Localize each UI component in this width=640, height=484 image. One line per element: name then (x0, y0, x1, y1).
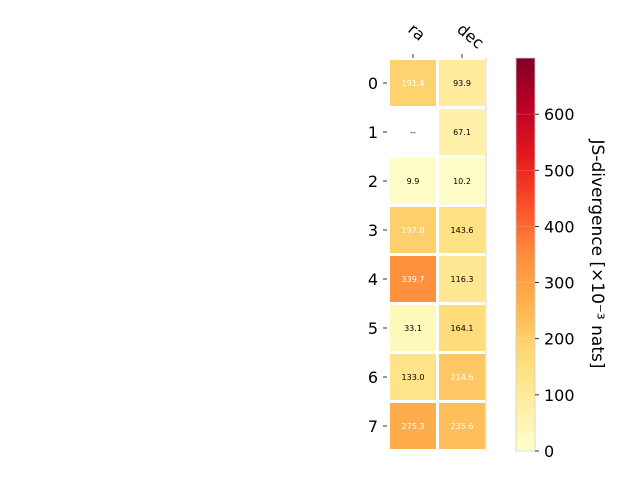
row-label-7: 7 (368, 417, 378, 436)
heatmap-cell-3-dec (439, 207, 485, 253)
row-label-2: 2 (368, 172, 378, 191)
column-label-dec: dec (453, 20, 487, 53)
cell-label-4-ra: 339.7 (402, 275, 425, 284)
cell-label-6-dec: 214.6 (451, 373, 474, 382)
row-label-4: 4 (368, 270, 378, 289)
row-label-5: 5 (368, 319, 378, 338)
colorbar-frame (515, 57, 536, 452)
heatmap-cell-4-ra (390, 256, 436, 302)
heatmap-cell-6-dec (439, 354, 485, 400)
colorbar-gradient (516, 58, 535, 451)
heatmap-cell-4-dec (439, 256, 485, 302)
column-labels: ra dec (404, 20, 488, 58)
heatmap-cell-1-dec (439, 109, 485, 155)
colorbar-tick-label-200: 200 (544, 330, 575, 349)
colorbar-label: JS-divergence [×10⁻³ nats] (587, 139, 607, 369)
colorbar-ticks: 0 100 200 300 400 500 600 (516, 105, 575, 461)
cell-label-1-dec: 67.1 (453, 128, 471, 137)
heatmap-cell-2-dec (439, 158, 485, 204)
cell-label-5-dec: 164.1 (451, 324, 474, 333)
row-label-6: 6 (368, 368, 378, 387)
cell-label-0-dec: 93.9 (453, 79, 471, 88)
column-label-ra: ra (404, 20, 429, 45)
cell-label-4-dec: 116.3 (451, 275, 474, 284)
heatmap-cell-5-ra (390, 305, 436, 351)
cell-label-6-ra: 133.0 (402, 373, 425, 382)
colorbar-tick-label-300: 300 (544, 274, 575, 293)
heatmap-cell-0-dec (439, 60, 485, 106)
cell-label-7-dec: 235.6 (451, 422, 474, 431)
cell-label-2-ra: 9.9 (407, 177, 420, 186)
heatmap-cell-7-ra (390, 403, 436, 449)
cell-label-2-dec: 10.2 (453, 177, 471, 186)
colorbar-tick-label-100: 100 (544, 386, 575, 405)
colorbar-tick-label-0: 0 (544, 442, 554, 461)
cell-label-7-ra: 275.3 (402, 422, 425, 431)
cell-label-3-dec: 143.6 (451, 226, 474, 235)
row-label-1: 1 (368, 123, 378, 142)
cell-label-1-ra: -- (410, 128, 416, 137)
heatmap-cell-5-dec (439, 305, 485, 351)
heatmap-cells: 191.4 93.9 -- 67.1 9.9 10.2 197.0 143.6 339.7 116… (390, 58, 487, 451)
row-label-0: 0 (368, 74, 378, 93)
heatmap-cell-3-ra (390, 207, 436, 253)
colorbar-tick-label-400: 400 (544, 217, 575, 236)
cell-label-5-ra: 33.1 (404, 324, 422, 333)
heatmap-cell-2-ra (390, 158, 436, 204)
row-label-3: 3 (368, 221, 378, 240)
heatmap-cell-0-ra (390, 60, 436, 106)
heatmap-cell-7-dec (439, 403, 485, 449)
colorbar-tick-label-500: 500 (544, 161, 575, 180)
cell-label-3-ra: 197.0 (402, 226, 425, 235)
heatmap-cell-6-ra (390, 354, 436, 400)
colorbar-tick-label-600: 600 (544, 105, 575, 124)
colorbar: 0 100 200 300 400 500 600 JS-divergence [×10⁻³… (515, 57, 607, 461)
row-labels: 0 1 2 3 4 5 6 7 (368, 74, 387, 436)
cell-label-0-ra: 191.4 (402, 79, 425, 88)
